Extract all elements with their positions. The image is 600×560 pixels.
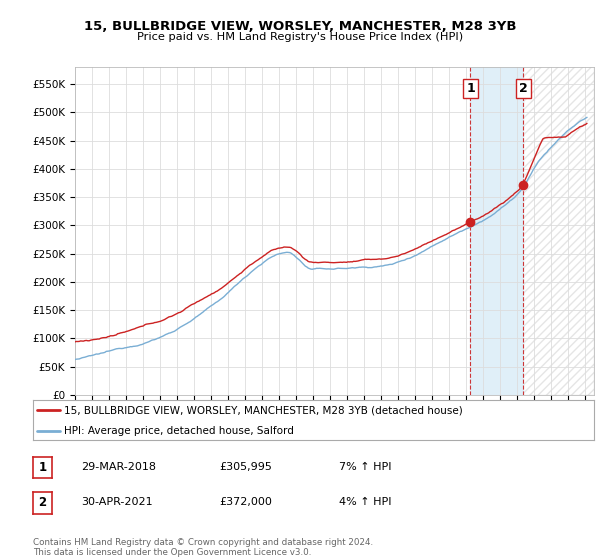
- Text: £372,000: £372,000: [219, 497, 272, 507]
- Text: Contains HM Land Registry data © Crown copyright and database right 2024.
This d: Contains HM Land Registry data © Crown c…: [33, 538, 373, 557]
- Text: 15, BULLBRIDGE VIEW, WORSLEY, MANCHESTER, M28 3YB (detached house): 15, BULLBRIDGE VIEW, WORSLEY, MANCHESTER…: [64, 405, 463, 415]
- Bar: [523, 67, 594, 395]
- Text: HPI: Average price, detached house, Salford: HPI: Average price, detached house, Salf…: [64, 426, 294, 436]
- Text: 30-APR-2021: 30-APR-2021: [81, 497, 152, 507]
- Text: 1: 1: [38, 461, 47, 474]
- Text: 1: 1: [466, 82, 475, 95]
- Bar: [470, 67, 523, 395]
- Text: 29-MAR-2018: 29-MAR-2018: [81, 462, 156, 472]
- Text: Price paid vs. HM Land Registry's House Price Index (HPI): Price paid vs. HM Land Registry's House …: [137, 32, 463, 43]
- Text: £305,995: £305,995: [219, 462, 272, 472]
- Text: 7% ↑ HPI: 7% ↑ HPI: [339, 462, 391, 472]
- Text: 2: 2: [38, 496, 47, 510]
- Text: 2: 2: [518, 82, 527, 95]
- Text: 15, BULLBRIDGE VIEW, WORSLEY, MANCHESTER, M28 3YB: 15, BULLBRIDGE VIEW, WORSLEY, MANCHESTER…: [84, 20, 516, 32]
- Text: 4% ↑ HPI: 4% ↑ HPI: [339, 497, 391, 507]
